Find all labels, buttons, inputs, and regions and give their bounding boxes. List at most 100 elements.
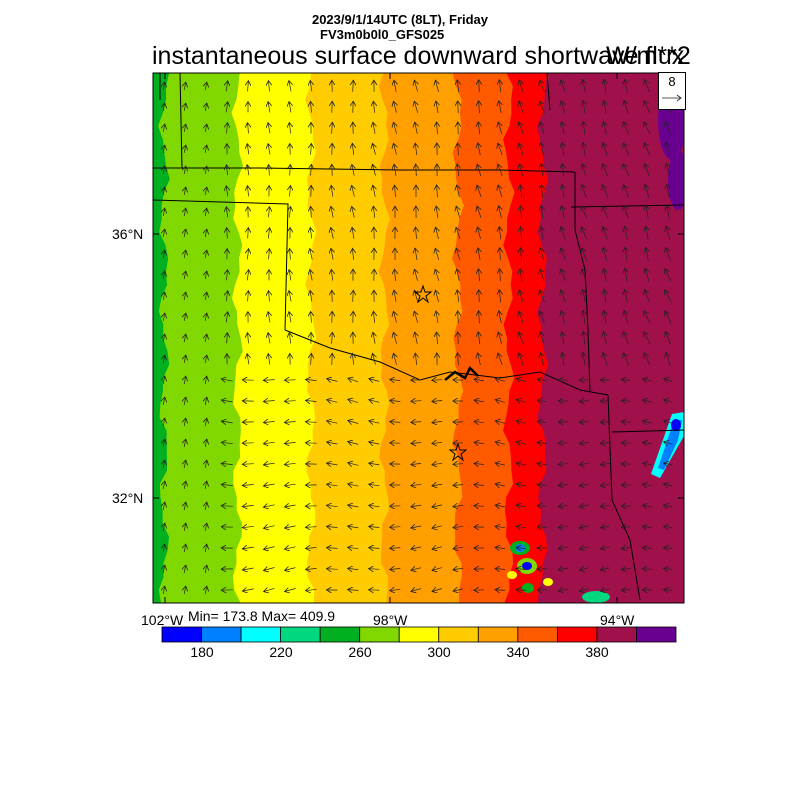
wind-arrow — [290, 207, 291, 218]
wind-arrow — [248, 81, 249, 92]
units-label: W/m**2 — [606, 42, 691, 70]
wind-arrow — [516, 590, 526, 591]
wind-arrow — [306, 527, 317, 528]
wind-arrow — [226, 165, 227, 176]
wind-arrow — [477, 227, 480, 240]
wind-arrow — [247, 270, 248, 281]
wind-arrow — [352, 185, 355, 197]
wind-arrow — [562, 332, 564, 345]
wind-arrow — [479, 80, 480, 93]
wind-arrow — [519, 290, 523, 303]
colorbar-swatch — [596, 626, 637, 643]
wind-arrow — [495, 526, 506, 527]
wind-arrow — [579, 568, 589, 571]
wind-arrow — [163, 397, 165, 405]
wind-arrow — [373, 206, 374, 218]
wind-arrow — [221, 485, 233, 486]
wind-arrow — [373, 122, 375, 134]
wind-arrow — [373, 101, 374, 113]
wind-arrow — [205, 439, 207, 447]
wind-arrow — [268, 144, 270, 155]
wind-arrow — [478, 332, 480, 345]
wind-arrow — [453, 505, 464, 506]
wind-arrow — [458, 143, 459, 156]
wind-arrow — [248, 333, 249, 344]
wind-arrow — [205, 397, 207, 405]
wind-arrow — [540, 80, 545, 93]
wind-arrow — [537, 421, 547, 422]
wind-arrow — [474, 379, 485, 381]
wind-arrow — [643, 400, 652, 402]
wind-arrow — [205, 376, 207, 384]
wind-arrow — [352, 353, 353, 365]
colorbar-swatch — [477, 626, 519, 643]
wind-arrow — [516, 463, 526, 465]
wind-arrow — [516, 526, 526, 527]
wind-arrow — [583, 331, 585, 345]
wind-arrow — [369, 421, 380, 423]
wind-arrow — [373, 164, 376, 176]
wind-arrow — [642, 505, 652, 506]
wind-arrow — [348, 442, 359, 445]
wind-arrow — [498, 122, 502, 135]
wind-arrow — [624, 206, 629, 219]
wind-arrow — [268, 228, 269, 239]
wind-arrow — [395, 185, 396, 197]
wind-arrow — [184, 502, 186, 510]
wind-arrow — [247, 165, 249, 176]
wind-arrow — [269, 207, 270, 218]
wind-arrow — [369, 569, 380, 570]
wind-arrow — [625, 247, 627, 261]
colorbar-label-300: 300 — [427, 644, 451, 660]
wind-arrow — [437, 332, 438, 345]
wind-arrow — [264, 588, 275, 591]
wind-arrow — [390, 401, 401, 402]
wind-arrow — [436, 206, 438, 219]
wind-arrow — [623, 164, 630, 177]
wind-arrow — [205, 292, 207, 300]
wind-arrow — [311, 311, 312, 323]
colorbar-swatch — [280, 626, 321, 643]
wind-arrow — [227, 333, 228, 344]
wind-arrow — [541, 143, 544, 156]
wind-arrow — [495, 547, 506, 548]
wind-arrow — [516, 379, 526, 382]
wind-arrow — [348, 568, 359, 569]
wind-arrow — [415, 122, 418, 134]
wind-arrow — [289, 312, 291, 323]
wind-arrow — [414, 80, 417, 92]
wind-arrow — [583, 143, 585, 156]
wind-arrow — [558, 568, 568, 570]
wind-arrow — [600, 526, 610, 528]
wind-arrow — [432, 463, 443, 465]
wind-arrow — [348, 505, 359, 507]
wind-arrow — [495, 442, 505, 444]
wind-arrow — [621, 569, 631, 570]
wind-arrow — [499, 101, 502, 114]
wind-arrow — [579, 505, 589, 507]
wind-arrow — [247, 249, 248, 260]
wind-arrow — [369, 379, 380, 382]
wind-arrow — [600, 422, 610, 423]
wind-arrow — [432, 380, 443, 381]
model-line: FV3m0b0l0_GFS025 — [320, 27, 445, 42]
wind-arrow — [205, 355, 207, 363]
wind-arrow — [579, 422, 589, 423]
wind-arrow — [327, 548, 338, 549]
wind-arrow — [435, 290, 438, 302]
wind-arrow — [479, 101, 480, 114]
wind-arrow — [411, 547, 422, 549]
wind-arrow — [348, 484, 359, 486]
wind-arrow — [583, 100, 585, 114]
wind-arrow — [666, 352, 671, 366]
wind-arrow — [163, 355, 165, 363]
wind-arrow — [579, 484, 589, 486]
wind-arrow — [495, 484, 505, 486]
wind-arrow — [289, 333, 290, 344]
wind-arrow — [242, 589, 254, 591]
wind-arrow — [625, 268, 627, 282]
wind-arrow — [558, 526, 568, 527]
wind-arrow — [163, 481, 165, 489]
wind-arrow — [390, 548, 401, 549]
wind-arrow — [500, 269, 501, 282]
